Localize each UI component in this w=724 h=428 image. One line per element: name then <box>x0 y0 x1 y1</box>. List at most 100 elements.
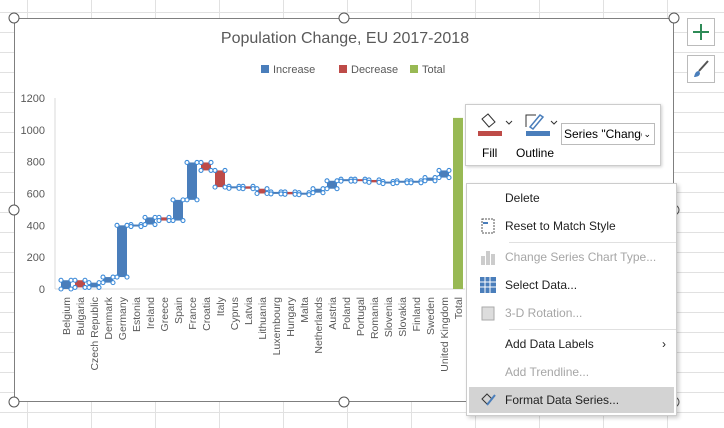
selection-marker[interactable] <box>292 191 298 197</box>
outline-button[interactable]: Outline <box>516 111 560 160</box>
selection-marker[interactable] <box>268 191 274 197</box>
series-select[interactable]: Series "Change ⌄ <box>561 123 655 145</box>
selection-marker[interactable] <box>72 277 78 283</box>
menu-item-format-data-series[interactable]: Format Data Series... <box>469 387 674 413</box>
selection-marker[interactable] <box>152 214 158 220</box>
selection-marker[interactable] <box>212 184 218 190</box>
selection-marker[interactable] <box>170 218 176 224</box>
resize-handle[interactable] <box>668 12 680 24</box>
selection-marker[interactable] <box>184 159 190 166</box>
selection-marker[interactable] <box>128 223 134 230</box>
bar-ireland[interactable] <box>145 217 155 225</box>
bar-united-kingdom[interactable] <box>439 170 449 178</box>
selection-marker[interactable] <box>212 167 218 173</box>
selection-marker[interactable] <box>320 190 326 196</box>
bar-sweden[interactable] <box>425 177 435 181</box>
bar-greece[interactable] <box>159 217 169 221</box>
selection-marker[interactable] <box>166 218 172 224</box>
bar-slovakia[interactable] <box>397 180 407 183</box>
bar-estonia[interactable] <box>131 224 141 227</box>
bar-cyprus[interactable] <box>229 186 239 189</box>
selection-marker[interactable] <box>180 218 186 224</box>
selection-marker[interactable] <box>110 280 116 286</box>
bar-denmark[interactable] <box>103 277 113 283</box>
menu-item-reset-style[interactable]: Reset to Match Style <box>467 213 676 239</box>
chart-styles-button[interactable] <box>687 55 715 83</box>
selection-marker[interactable] <box>366 179 372 185</box>
selection-marker[interactable] <box>394 180 400 186</box>
bar-spain[interactable] <box>173 199 183 221</box>
selection-marker[interactable] <box>324 178 330 184</box>
resize-handle[interactable] <box>8 12 20 24</box>
selection-marker[interactable] <box>208 159 214 166</box>
bar-netherlands[interactable] <box>313 188 323 193</box>
selection-marker[interactable] <box>404 180 410 186</box>
fill-button[interactable]: Fill <box>476 111 516 160</box>
resize-handle[interactable] <box>338 12 350 24</box>
bar-croatia[interactable] <box>201 162 211 171</box>
selection-marker[interactable] <box>124 274 130 280</box>
bar-italy[interactable] <box>215 170 225 188</box>
selection-marker[interactable] <box>194 197 200 203</box>
selection-marker[interactable] <box>254 186 260 192</box>
selection-marker[interactable] <box>142 221 148 228</box>
selection-marker[interactable] <box>72 284 78 290</box>
selection-marker[interactable] <box>68 286 74 292</box>
selection-marker[interactable] <box>86 284 92 290</box>
selection-marker[interactable] <box>184 197 190 203</box>
selection-marker[interactable] <box>152 221 158 228</box>
selection-marker[interactable] <box>352 178 358 184</box>
bar-bulgaria[interactable] <box>75 280 85 288</box>
selection-marker[interactable] <box>114 222 120 228</box>
selection-marker[interactable] <box>334 186 340 192</box>
selection-marker[interactable] <box>380 181 386 187</box>
bar-slovenia[interactable] <box>383 181 393 184</box>
selection-marker[interactable] <box>432 178 438 184</box>
selection-marker[interactable] <box>226 185 232 191</box>
resize-handle[interactable] <box>338 396 350 408</box>
selection-marker[interactable] <box>310 186 316 192</box>
selection-marker[interactable] <box>110 274 116 280</box>
bar-latvia[interactable] <box>243 186 253 189</box>
selection-marker[interactable] <box>362 178 368 184</box>
bar-poland[interactable] <box>341 179 351 182</box>
bar-austria[interactable] <box>327 180 337 189</box>
selection-marker[interactable] <box>142 214 148 220</box>
bar-lithuania[interactable] <box>257 188 267 194</box>
menu-item-select-data[interactable]: Select Data... <box>467 272 676 298</box>
selection-marker[interactable] <box>58 286 64 292</box>
selection-marker[interactable] <box>82 284 88 290</box>
selection-marker[interactable] <box>124 222 130 228</box>
selection-marker[interactable] <box>436 175 442 181</box>
selection-marker[interactable] <box>86 280 92 286</box>
bar-hungary[interactable] <box>285 191 295 195</box>
selection-marker[interactable] <box>96 284 102 290</box>
selection-marker[interactable] <box>320 186 326 192</box>
resize-handle[interactable] <box>8 396 20 408</box>
bar-france[interactable] <box>187 162 197 200</box>
selection-marker[interactable] <box>198 159 204 166</box>
selection-marker[interactable] <box>96 280 102 286</box>
selection-marker[interactable] <box>240 186 246 192</box>
selection-marker[interactable] <box>278 191 284 197</box>
selection-marker[interactable] <box>338 178 344 184</box>
menu-item-delete[interactable]: Delete <box>467 185 676 211</box>
selection-marker[interactable] <box>222 184 228 190</box>
selection-marker[interactable] <box>264 190 270 197</box>
bar-finland[interactable] <box>411 180 421 183</box>
selection-marker[interactable] <box>236 185 242 191</box>
bar-germany[interactable] <box>117 225 127 278</box>
selection-marker[interactable] <box>296 192 302 198</box>
selection-marker[interactable] <box>156 218 162 224</box>
selection-marker[interactable] <box>100 280 106 286</box>
selection-marker[interactable] <box>324 186 330 192</box>
chart-elements-button[interactable] <box>687 18 715 46</box>
waterfall-chart[interactable]: Population Change, EU 2017-2018 Increase… <box>15 19 675 403</box>
menu-item-add-data-labels[interactable]: Add Data Labels › <box>467 331 676 357</box>
selection-marker[interactable] <box>306 192 312 198</box>
bar-malta[interactable] <box>299 192 309 195</box>
selection-marker[interactable] <box>422 178 428 184</box>
selection-marker[interactable] <box>100 274 106 280</box>
bar-czech-republic[interactable] <box>89 282 99 288</box>
selection-marker[interactable] <box>264 186 270 192</box>
